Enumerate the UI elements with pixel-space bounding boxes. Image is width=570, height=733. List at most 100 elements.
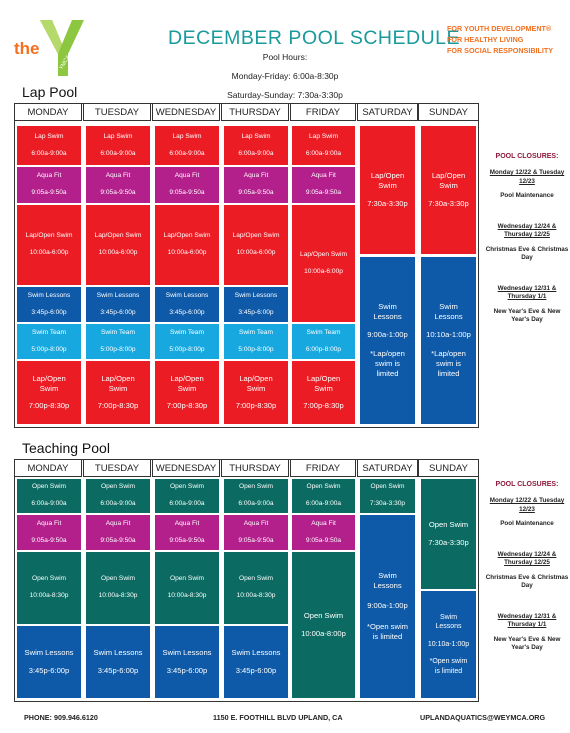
- teach-wed-aqua-fit: Aqua Fit 9:05a-9:50a: [155, 515, 219, 550]
- lap-fri-lap-swim: Lap Swim 6:00a-9:00a: [292, 126, 355, 165]
- teach-tue-open-swim-am: Open Swim 6:00a-9:00a: [86, 479, 150, 513]
- lap-closure-reason-2: Christmas Eve & Christmas Day: [485, 245, 569, 262]
- lap-tue-swim-lessons: Swim Lessons 3:45p-6:00p: [86, 287, 150, 322]
- session-text: 10:00a-6:00p: [167, 249, 207, 256]
- session-text: Open Swim: [306, 483, 341, 491]
- session-text: 6:00p-8:00p: [305, 345, 342, 353]
- session-text: 6:00a-9:00a: [238, 500, 274, 507]
- lap-closure-dates-3: Wednesday 12/31 & Thursday 1/1: [497, 284, 557, 301]
- session-text: 7:30a-3:30p: [428, 538, 469, 547]
- session-text: 5:00p-8:00p: [169, 345, 205, 353]
- session-text: 3:45p-6:00p: [31, 308, 67, 316]
- session-text: Aqua Fit: [105, 172, 131, 180]
- session-text: Lap Swim: [103, 132, 133, 140]
- session-text: Swim Lessons: [96, 291, 140, 299]
- session-text: Lap/Open Swim: [306, 374, 341, 394]
- session-text: Swim Lessons: [27, 291, 71, 299]
- session-text: Open Swim: [100, 483, 136, 491]
- teach-closures-heading: POOL CLOSURES:: [495, 481, 559, 488]
- lap-wed-swim-lessons: Swim Lessons 3:45p-6:00p: [155, 287, 219, 322]
- lap-header-saturday: SATURDAY: [357, 103, 418, 121]
- session-text: Lap/Open Swim: [232, 232, 280, 240]
- teach-sun-swim-lessons: Swim Lessons 10:10a-1:00p *Open swim is li…: [421, 591, 476, 698]
- lap-thu-swim-team: Swim Team 5:00p-8:00p: [224, 324, 288, 359]
- session-text: Swim Lessons: [234, 291, 278, 299]
- teach-header-tuesday: TUESDAY: [83, 459, 151, 477]
- tagline-healthy: FOR HEALTHY LIVING: [447, 35, 524, 44]
- lap-fri-open-swim: Lap/Open Swim 10:00a-6:00p: [292, 205, 355, 322]
- session-text: 10:00a-6:00p: [236, 249, 276, 256]
- lap-thu-lap-swim: Lap Swim 6:00a-9:00a: [224, 126, 288, 165]
- session-text: 9:00a-1:00p: [367, 601, 408, 611]
- lap-mon-lap-swim: Lap Swim 6:00a-9:00a: [17, 126, 81, 165]
- session-text: 10:00a-6:00p: [29, 249, 69, 256]
- teach-header-saturday: SATURDAY: [357, 459, 418, 477]
- teach-header-sunday: SUNDAY: [418, 459, 479, 477]
- session-text: Open Swim: [100, 575, 136, 583]
- session-text: Swim Lessons: [165, 291, 209, 299]
- session-text: 3:45p-6:00p: [238, 308, 274, 316]
- lap-header-monday: MONDAY: [14, 103, 82, 121]
- session-text: 3:45p-6:00p: [235, 666, 277, 675]
- session-text: Lap Swim: [241, 132, 271, 140]
- teach-wed-open-swim: Open Swim 10:00a-8:30p: [155, 552, 219, 624]
- teach-closures-panel: POOL CLOSURES: Monday 12/22 & Tuesday 12…: [484, 480, 570, 653]
- session-text: Aqua Fit: [311, 172, 336, 180]
- session-text: Lap/Open Swim: [101, 374, 135, 394]
- session-text: 5:00p-8:00p: [100, 345, 136, 353]
- session-text: *Lap/open swim is limited: [431, 348, 466, 379]
- session-text: Swim Team: [101, 328, 135, 336]
- session-text: 6:00a-9:00a: [100, 149, 136, 157]
- session-text: 10:00a-8:30p: [167, 592, 207, 599]
- teach-thu-swim-lessons: Swim Lessons 3:45p-6:00p: [224, 626, 288, 698]
- teach-closure-reason-3: New Year's Eve & New Year's Day: [493, 635, 561, 652]
- footer-email[interactable]: UPLANDAQUATICS@WEYMCA.ORG: [420, 713, 546, 722]
- teach-fri-open-swim-am: Open Swim 6:00a-9:00a: [292, 479, 355, 513]
- lap-wed-swim-team: Swim Team 5:00p-8:00p: [155, 324, 219, 359]
- session-text: 7:00p-8:30p: [28, 400, 70, 410]
- session-text: Open Swim: [31, 483, 67, 491]
- teach-closure-reason-1: Pool Maintenance: [500, 520, 554, 528]
- session-text: 3:45p-6:00p: [97, 666, 139, 675]
- session-text: Aqua Fit: [174, 519, 200, 527]
- session-text: 3:45p-6:00p: [100, 308, 136, 316]
- tagline-youth: FOR YOUTH DEVELOPMENT®: [447, 24, 552, 33]
- session-text: Lap Swim: [34, 132, 64, 140]
- session-text: 7:30a-3:30p: [369, 500, 406, 507]
- session-text: Lap/Open Swim: [170, 374, 204, 394]
- teach-tue-aqua-fit: Aqua Fit 9:05a-9:50a: [86, 515, 150, 550]
- session-text: 10:00a-8:30p: [29, 592, 69, 599]
- session-text: Lap/Open Swim: [300, 250, 347, 258]
- lap-closure-reason-1: Pool Maintenance: [500, 192, 554, 200]
- session-text: Open Swim: [169, 575, 205, 583]
- session-text: 9:05a-9:50a: [305, 189, 342, 196]
- teach-thu-aqua-fit: Aqua Fit 9:05a-9:50a: [224, 515, 288, 550]
- teach-closure-reason-2: Christmas Eve & Christmas Day: [485, 573, 569, 590]
- lap-mon-evening-swim: Lap/Open Swim 7:00p-8:30p: [17, 361, 81, 424]
- lap-tue-lap-swim: Lap Swim 6:00a-9:00a: [86, 126, 150, 165]
- ymca-y-logo-icon: the YMCA: [14, 20, 84, 76]
- session-text: Lap/Open Swim: [370, 170, 405, 190]
- session-text: 7:00p-8:30p: [235, 400, 277, 410]
- session-text: 9:05a-9:50a: [169, 189, 205, 196]
- session-text: 6:00a-9:00a: [31, 500, 67, 507]
- lap-tue-evening-swim: Lap/Open Swim 7:00p-8:30p: [86, 361, 150, 424]
- session-text: 10:10a-1:00p: [426, 330, 471, 340]
- lap-header-sunday: SUNDAY: [418, 103, 479, 121]
- session-text: *Lap/open swim is limited: [370, 348, 405, 379]
- session-text: *Open swim is limited: [429, 658, 468, 675]
- session-text: 6:00a-9:00a: [169, 500, 205, 507]
- session-text: Open Swim: [169, 483, 205, 491]
- footer-address: 1150 E. FOOTHILL BLVD UPLAND, CA: [213, 713, 343, 722]
- teach-mon-open-swim-am: Open Swim 6:00a-9:00a: [17, 479, 81, 513]
- session-text: Aqua Fit: [243, 172, 269, 180]
- session-text: 6:00a-9:00a: [238, 149, 274, 157]
- ymca-logo: the YMCA: [12, 14, 90, 80]
- session-text: 10:00a-6:00p: [98, 249, 138, 256]
- tagline-social: FOR SOCIAL RESPONSIBILITY: [447, 46, 554, 55]
- session-text: 9:05a-9:50a: [238, 536, 274, 544]
- teach-header-friday: FRIDAY: [290, 459, 356, 477]
- session-text: 9:05a-9:50a: [100, 189, 136, 196]
- lap-thu-open-swim: Lap/Open Swim 10:00a-6:00p: [224, 205, 288, 285]
- pool-hours-label: Pool Hours:: [262, 52, 308, 62]
